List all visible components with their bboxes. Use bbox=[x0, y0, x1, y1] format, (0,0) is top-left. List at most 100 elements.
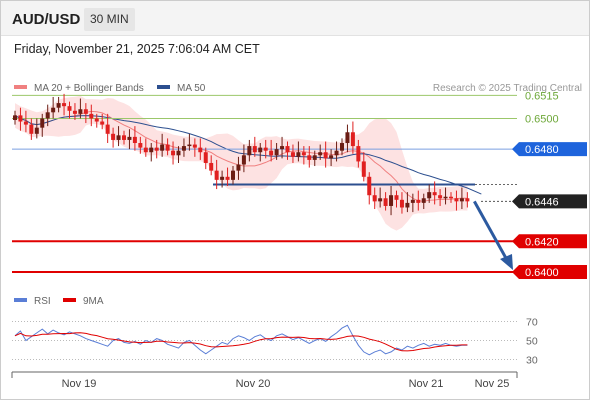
x-tick-label-0: Nov 19 bbox=[62, 378, 97, 390]
candle-body bbox=[40, 118, 45, 128]
candle-body bbox=[122, 135, 126, 140]
candle-body bbox=[94, 118, 99, 122]
candle-body bbox=[209, 162, 214, 171]
current-price-label: 0.6446 bbox=[525, 196, 559, 208]
candle-body bbox=[165, 144, 170, 151]
candle-body bbox=[78, 109, 83, 114]
candle-body bbox=[132, 136, 137, 144]
candle-body bbox=[231, 170, 235, 180]
candle-body bbox=[405, 202, 410, 208]
candle-body bbox=[198, 147, 203, 153]
rsi-line bbox=[14, 324, 468, 356]
candle-body bbox=[361, 161, 366, 177]
candle-body bbox=[181, 146, 186, 151]
candle-body bbox=[263, 147, 268, 151]
candle-body bbox=[225, 176, 230, 180]
candle-body bbox=[105, 124, 110, 134]
candle-body bbox=[340, 143, 344, 151]
current-price-box bbox=[512, 194, 587, 209]
candle-body bbox=[51, 107, 56, 113]
candle-body bbox=[220, 176, 225, 180]
resistance-label-1: 0.6500 bbox=[525, 113, 559, 125]
candle-body bbox=[454, 198, 459, 202]
candle-body bbox=[154, 147, 159, 151]
candle-body bbox=[274, 149, 279, 156]
candle-body bbox=[394, 195, 399, 200]
candle-body bbox=[143, 147, 148, 153]
x-tick-label-3: Nov 25 bbox=[475, 378, 510, 390]
pivot-label-box bbox=[512, 142, 587, 157]
rsi-legend-label-1: 9MA bbox=[83, 296, 104, 307]
timestamp: Friday, November 21, 2025 7:06:04 AM CET bbox=[14, 42, 260, 56]
header-bar: AUD/USD 30 MIN bbox=[1, 1, 589, 36]
rsi-legend-swatch-0 bbox=[14, 298, 27, 302]
candle-body bbox=[449, 196, 453, 199]
candle-body bbox=[416, 199, 421, 203]
candle-body bbox=[345, 132, 350, 144]
candle-body bbox=[149, 147, 154, 153]
support-label-4: 0.6420 bbox=[525, 236, 559, 248]
candle-body bbox=[127, 136, 132, 140]
candle-body bbox=[438, 195, 443, 199]
candle-body bbox=[111, 133, 116, 140]
candle-body bbox=[296, 152, 301, 157]
candle-body bbox=[187, 144, 192, 147]
x-tick-label-1: Nov 20 bbox=[236, 378, 271, 390]
candle-body bbox=[318, 152, 323, 156]
candle-body bbox=[389, 195, 394, 206]
rsi-legend-swatch-1 bbox=[63, 298, 76, 302]
candle-body bbox=[72, 110, 77, 114]
candle-body bbox=[356, 146, 361, 162]
credit-text: Research © 2025 Trading Central bbox=[433, 83, 582, 94]
candle-body bbox=[258, 147, 263, 153]
candle-body bbox=[329, 155, 334, 159]
rsi-level-label-1: 50 bbox=[526, 336, 538, 348]
candle-body bbox=[312, 155, 317, 160]
candle-body bbox=[29, 124, 34, 134]
candle-body bbox=[62, 103, 67, 107]
candle-body bbox=[465, 198, 470, 202]
legend-label-0: MA 20 + Bollinger Bands bbox=[34, 83, 144, 94]
candle-body bbox=[280, 146, 285, 150]
legend-swatch-1 bbox=[157, 85, 170, 89]
candle-body bbox=[100, 121, 105, 125]
candle-body bbox=[176, 150, 181, 156]
legend-label-1: MA 50 bbox=[177, 83, 206, 94]
candle-body bbox=[399, 199, 404, 208]
candle-body bbox=[203, 152, 208, 163]
candle-body bbox=[138, 143, 143, 148]
candle-body bbox=[247, 146, 252, 156]
candle-body bbox=[269, 150, 274, 156]
legend-swatch-0 bbox=[14, 85, 27, 89]
candle-body bbox=[89, 113, 94, 119]
bollinger-band-fill bbox=[15, 95, 468, 231]
candle-body bbox=[13, 115, 17, 120]
candle-body bbox=[410, 199, 415, 203]
candle-body bbox=[432, 192, 437, 196]
timeframe-button[interactable]: 30 MIN bbox=[84, 8, 135, 31]
candle-body bbox=[171, 150, 176, 156]
candle-body bbox=[307, 155, 312, 160]
candle-body bbox=[23, 121, 28, 125]
candle-body bbox=[56, 103, 61, 108]
forecast-arrow-head bbox=[500, 253, 513, 270]
candle-body bbox=[427, 192, 432, 199]
support-label-box-4 bbox=[512, 234, 587, 249]
candle-body bbox=[290, 152, 295, 157]
rsi-level-label-0: 70 bbox=[526, 317, 538, 329]
candle-body bbox=[367, 176, 372, 196]
candle-body bbox=[83, 109, 88, 114]
candle-body bbox=[67, 106, 72, 111]
candle-body bbox=[116, 135, 121, 140]
candle-body bbox=[236, 164, 241, 171]
symbol-label: AUD/USD bbox=[12, 11, 81, 28]
candle-body bbox=[383, 198, 388, 206]
ma20-line bbox=[14, 110, 468, 202]
candle-body bbox=[160, 144, 165, 151]
candle-body bbox=[301, 152, 306, 156]
support-label-box-5 bbox=[512, 264, 587, 279]
candle-body bbox=[443, 196, 448, 199]
candle-body bbox=[285, 146, 290, 153]
